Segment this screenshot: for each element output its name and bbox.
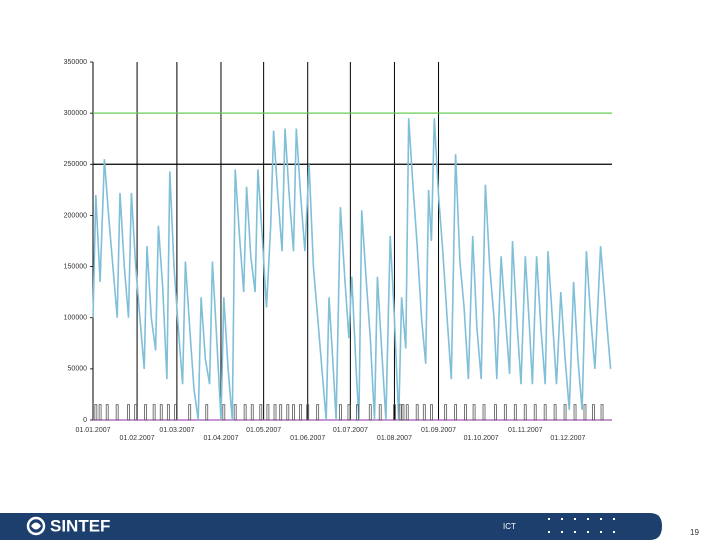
x-tick-label: 01.12.2007	[550, 435, 585, 442]
dot	[561, 518, 563, 520]
dot	[613, 531, 615, 533]
spike	[573, 404, 577, 421]
spike	[415, 404, 419, 421]
dot	[600, 518, 602, 520]
spike	[405, 404, 409, 421]
spike	[286, 404, 290, 421]
logo-icon	[31, 522, 41, 530]
spike	[368, 404, 372, 421]
x-tick-label: 01.04.2007	[203, 435, 238, 442]
dot	[548, 518, 550, 520]
footer-label: ICT	[503, 522, 516, 531]
decoration	[548, 518, 615, 533]
y-tick-label: 100000	[64, 315, 87, 322]
spike	[494, 404, 497, 421]
chart: 0 50000 100000 150000 200000 250000 300000 3500…	[64, 59, 612, 442]
logo-text: SINTEF	[50, 516, 110, 535]
x-tick-label: 01.10.2007	[464, 435, 499, 442]
spike	[292, 404, 295, 421]
spike	[134, 404, 138, 421]
spike	[378, 404, 382, 421]
spike	[592, 404, 595, 421]
spike	[250, 404, 254, 421]
spike	[464, 404, 467, 421]
spike	[159, 404, 163, 421]
dot	[600, 531, 602, 533]
x-tick-label: 01.03.2007	[159, 427, 194, 434]
spike	[339, 404, 342, 421]
spike	[279, 404, 283, 421]
spike	[563, 404, 567, 421]
spike	[472, 404, 476, 421]
spike	[105, 404, 109, 421]
y-tick-label: 300000	[64, 110, 87, 117]
logo-icon	[26, 516, 46, 536]
spike	[306, 404, 310, 421]
page-number: 19	[690, 528, 699, 537]
spike	[152, 404, 156, 421]
y-tick-label: 250000	[64, 161, 87, 168]
spike	[144, 404, 148, 421]
spike	[430, 404, 433, 421]
spike	[393, 404, 396, 421]
spike	[98, 404, 102, 421]
spike	[454, 404, 457, 421]
dot	[574, 518, 576, 520]
spike	[356, 404, 359, 421]
y-tick-label: 0	[83, 417, 87, 424]
spike	[398, 404, 402, 421]
spike	[188, 404, 192, 421]
spike	[94, 404, 98, 421]
spike	[422, 404, 426, 421]
x-tick-label: 01.05.2007	[246, 427, 281, 434]
y-tick-label: 350000	[64, 59, 87, 66]
dot	[548, 531, 550, 533]
spike	[444, 404, 448, 421]
spike	[583, 404, 587, 421]
x-tick-label: 01.01.2007	[75, 427, 110, 434]
y-tick-label: 50000	[68, 366, 88, 373]
spike	[233, 404, 237, 421]
spike	[243, 404, 247, 421]
x-tick-label: 01.09.2007	[421, 427, 456, 434]
spike	[115, 404, 119, 421]
spike	[174, 404, 177, 421]
x-tick-label: 01.07.2007	[333, 427, 368, 434]
spike	[482, 404, 486, 421]
dot	[613, 518, 615, 520]
x-tick-label: 01.06.2007	[290, 435, 325, 442]
spike	[401, 404, 405, 421]
dot	[561, 531, 563, 533]
spike	[600, 404, 604, 421]
spike	[347, 404, 351, 421]
y-tick-label: 150000	[64, 263, 87, 270]
spike	[222, 404, 226, 421]
footer-bar	[0, 513, 662, 540]
dot	[574, 531, 576, 533]
spike	[166, 404, 170, 421]
x-tick-label: 01.08.2007	[377, 435, 412, 442]
spike	[523, 404, 527, 421]
y-tick-label: 200000	[64, 212, 87, 219]
x-tick-label: 01.11.2007	[508, 427, 543, 434]
spike	[127, 404, 130, 421]
spike	[299, 404, 303, 421]
spike	[273, 404, 277, 421]
dot	[587, 518, 589, 520]
spike	[513, 404, 517, 421]
dot	[587, 531, 589, 533]
spike	[543, 404, 547, 421]
x-tick-label: 01.02.2007	[120, 435, 155, 442]
spike	[266, 404, 270, 421]
spike	[205, 404, 209, 421]
spike	[259, 404, 263, 421]
spike	[503, 404, 507, 421]
spike	[533, 404, 537, 421]
data-line	[92, 118, 612, 421]
spike	[316, 404, 320, 421]
spike	[553, 404, 557, 421]
